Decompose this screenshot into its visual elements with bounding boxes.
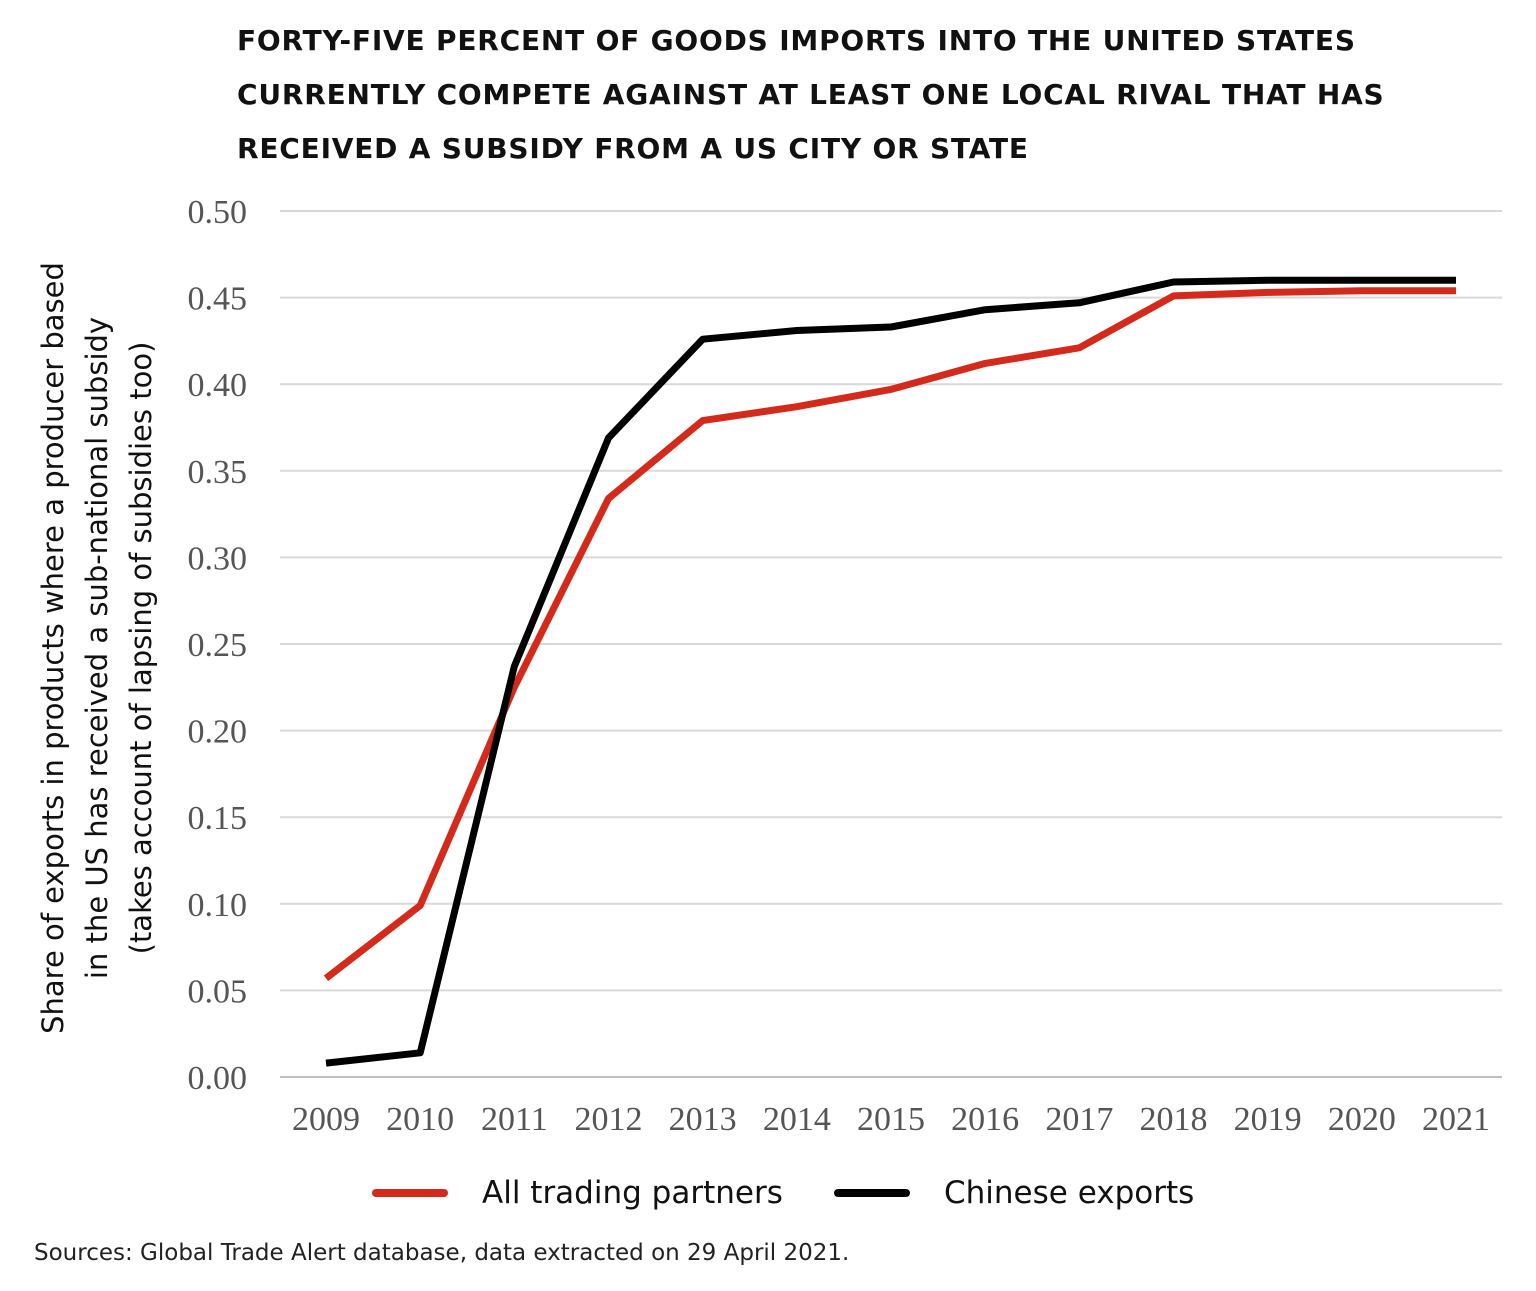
y-axis-label-line-2: in the US has received a sub-national su…: [80, 317, 114, 979]
x-tick-label: 2012: [575, 1101, 643, 1138]
y-tick-label: 0.05: [188, 973, 248, 1010]
y-tick-label: 0.25: [188, 627, 248, 664]
y-axis-label: Share of exports in products where a pro…: [36, 262, 158, 1034]
x-tick-label: 2018: [1140, 1101, 1208, 1138]
y-axis-label-line-1: Share of exports in products where a pro…: [36, 262, 70, 1034]
series-lines: [323, 276, 1456, 1067]
x-tick-label: 2014: [763, 1101, 831, 1138]
y-tick-label: 0.15: [188, 800, 248, 837]
y-tick-label: 0.40: [188, 367, 248, 404]
x-tick-label: 2010: [386, 1101, 454, 1138]
line-chart: Share of exports in products where a pro…: [36, 194, 1502, 1138]
y-tick-label: 0.20: [188, 714, 248, 751]
series-line-all-trading-partners: [323, 287, 1456, 982]
legend-label-all-trading-partners: All trading partners: [482, 1175, 783, 1211]
gridlines: [280, 210, 1502, 1078]
x-tick-label: 2020: [1328, 1101, 1396, 1138]
x-tick-label: 2015: [857, 1101, 925, 1138]
chart-title-line-2: CURRENTLY COMPETE AGAINST AT LEAST ONE L…: [237, 78, 1385, 111]
y-tick-labels: 0.00 0.05 0.10 0.15 0.20 0.25 0.30 0.35 0.40 0.45…: [188, 194, 248, 1097]
y-axis-label-line-3: (takes account of lapsing of subsidies t…: [124, 342, 158, 955]
y-tick-label: 0.45: [188, 281, 248, 318]
legend-swatch-chinese-exports: [834, 1189, 910, 1197]
chart-title-line-1: FORTY-FIVE PERCENT OF GOODS IMPORTS INTO…: [237, 24, 1356, 57]
y-tick-label: 0.50: [188, 194, 248, 231]
x-tick-label: 2019: [1234, 1101, 1302, 1138]
y-tick-label: 0.30: [188, 540, 248, 577]
legend-swatch-all-trading-partners: [372, 1189, 448, 1197]
legend-label-chinese-exports: Chinese exports: [944, 1175, 1195, 1211]
y-tick-label: 0.35: [188, 454, 248, 491]
x-tick-label: 2013: [669, 1101, 737, 1138]
y-tick-label: 0.00: [188, 1060, 248, 1097]
x-tick-label: 2011: [481, 1101, 548, 1138]
chart-title-line-3: RECEIVED A SUBSIDY FROM A US CITY OR STA…: [237, 132, 1029, 165]
x-tick-labels: 2009 2010 2011 2012 2013 2014 2015 2016 2017 2018…: [292, 1101, 1490, 1138]
source-note: Sources: Global Trade Alert database, da…: [34, 1240, 850, 1266]
x-tick-label: 2016: [951, 1101, 1019, 1138]
legend: All trading partners Chinese exports: [0, 1168, 1536, 1218]
y-tick-label: 0.10: [188, 887, 248, 924]
series-line-chinese-exports: [325, 276, 1456, 1067]
x-tick-label: 2021: [1422, 1101, 1490, 1138]
legend-item-chinese-exports: Chinese exports: [834, 1168, 1194, 1218]
legend-item-all-trading-partners: All trading partners: [372, 1168, 783, 1218]
chart-title: FORTY-FIVE PERCENT OF GOODS IMPORTS INTO…: [237, 14, 1497, 176]
x-tick-label: 2009: [292, 1101, 360, 1138]
x-tick-label: 2017: [1045, 1101, 1113, 1138]
